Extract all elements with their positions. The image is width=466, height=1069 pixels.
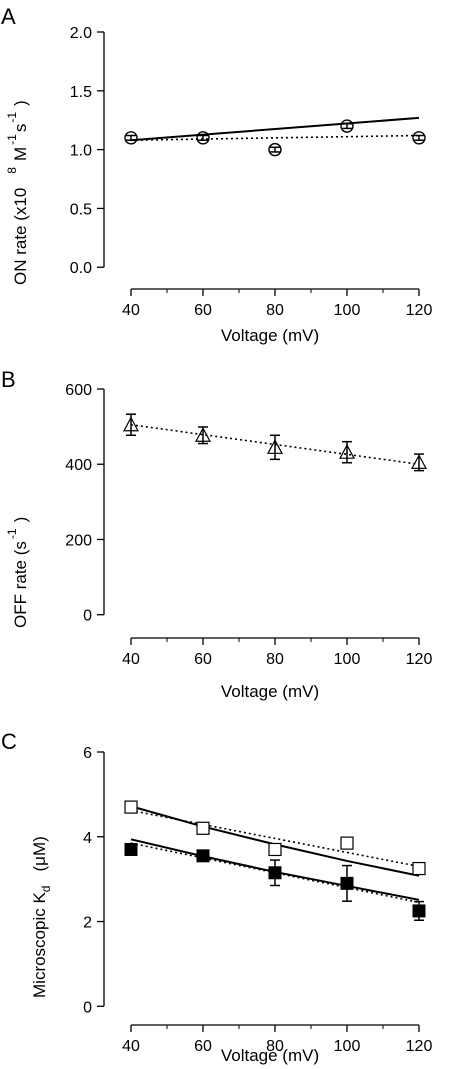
panel-c-ylabel: Microscopic Kd (μM) [30,836,53,998]
panel-a-data-point [340,119,354,133]
panel-b-x-tick-label: 40 [122,651,140,668]
panel-a-ylabel-m: M [11,147,30,161]
panel-c-data-point [268,866,282,880]
panel-b-y-tick-label: 600 [65,382,92,399]
panel-c-data-point [412,861,426,876]
panel-a-x-axis-label: Voltage (mV) [221,326,319,345]
panel-a-y-tick-label: 2.0 [70,25,92,42]
panel-c-y-tick-label: 6 [83,745,92,762]
panel-c-x-tick-label: 100 [334,1038,361,1055]
panel-a-ylabel-close: ) [11,100,30,106]
panel-a-ylabel-exp-m1a: -1 [5,134,19,145]
panel-c-x-tick-label: 60 [194,1038,212,1055]
panel-a-ylabel: ON rate (x10 8 M -1s-1) [5,100,30,285]
panel-b-y-tick-label: 400 [65,457,92,474]
panel-c-fit-dotted-line [130,809,420,868]
panel-c-fit-dotted-line [130,842,420,904]
panel-a-x-tick-label: 40 [122,302,140,319]
panel-b-x-tick-label: 60 [194,651,212,668]
panel-b-ylabel-main: OFF rate (s [11,541,30,628]
panel-c-group: 0 2 4 6 40 60 80 100 120 Voltage (mV) [83,745,432,1065]
panel-c-data-point [340,876,354,890]
panel-a-data-point [412,131,426,145]
panel-c-data-point [124,842,138,856]
panel-b-x-tick-label: 120 [406,651,433,668]
panel-b-data-point [194,427,212,442]
panel-a-data-point [124,131,138,145]
panel-c-ylabel-main: Microscopic K [30,892,49,998]
panel-a-y-tick-label: 1.0 [70,143,92,160]
panel-a-fit-solid-line [130,116,420,142]
panel-c-data-point [196,849,210,863]
panel-a-y-tick-label: 0.0 [70,260,92,277]
panel-b-x-tick-label: 100 [334,651,361,668]
panel-c-data-point [124,800,138,814]
panel-c-data-point [412,904,426,918]
panel-b-ylabel: OFF rate (s -1) [5,517,30,628]
panel-c-ylabel-sub: d [39,886,53,893]
panel-a-y-tick-label: 0.5 [70,201,92,218]
panel-b-x-tick-label: 80 [266,651,284,668]
panel-b-data-point [410,454,428,469]
panel-a-y-tick-label: 1.5 [70,84,92,101]
panel-b-data-point [266,439,284,454]
panel-b-group: 0 200 400 600 40 60 80 100 120 Voltage (mV) [65,382,432,701]
panel-b-x-axis-label: Voltage (mV) [221,682,319,701]
panel-a-fit-dotted-line [130,134,420,142]
panel-a-ylabel-exp8: 8 [5,167,19,174]
panel-c-x-tick-label: 40 [122,1038,140,1055]
panel-c-x-tick-label: 80 [266,1038,284,1055]
panel-b-ylabel-close: ) [11,517,30,523]
panel-c-y-tick-label: 0 [83,999,92,1016]
panel-a-group: 0.0 0.5 1.0 1.5 2.0 40 60 80 100 120 Voltage (mV) [70,25,433,345]
panel-c-x-tick-label: 120 [406,1038,433,1055]
panel-b-ylabel-exp: -1 [5,528,19,539]
panel-letter-b: B [1,367,16,392]
panel-c-ylabel-unit: (μM) [30,836,49,871]
panel-a-ylabel-s: s [11,124,30,133]
panel-a-x-tick-label: 100 [334,302,361,319]
panel-b-data-point [122,416,140,432]
panel-a-ylabel-exp-m1b: -1 [5,112,19,123]
panel-c-data-point [340,836,354,850]
panel-a-x-tick-label: 120 [406,302,433,319]
panel-b-y-tick-label: 0 [83,608,92,625]
panel-a-data-point [268,142,282,157]
panel-letter-a: A [1,4,16,29]
panel-c-y-tick-label: 4 [83,830,92,847]
panel-a-ylabel-main: ON rate (x10 [11,188,30,285]
panel-c-y-tick-label: 2 [83,915,92,932]
panel-b-y-tick-label: 200 [65,532,92,549]
panel-a-x-tick-label: 80 [266,302,284,319]
panel-c-x-axis-label: Voltage (mV) [221,1046,319,1065]
panel-letter-c: C [1,729,17,754]
panel-c-data-point [196,821,210,835]
panel-b-data-point [338,443,356,459]
panel-a-data-point [196,131,210,145]
panel-c-data-point [268,842,282,857]
panel-a-x-tick-label: 60 [194,302,212,319]
